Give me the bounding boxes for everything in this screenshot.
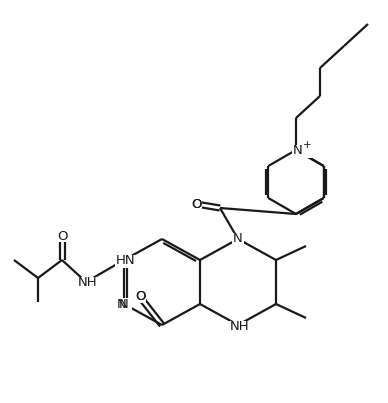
Bar [134,291,146,303]
Text: N: N [233,233,243,245]
Bar [116,298,132,310]
Bar [115,299,129,311]
Text: N: N [117,299,127,312]
Bar [190,198,202,210]
Text: HN: HN [116,255,136,268]
Text: O: O [191,197,201,210]
Text: NH: NH [230,320,250,334]
Text: O: O [135,291,145,303]
Text: +: + [303,140,311,150]
Bar [56,230,68,242]
Text: O: O [191,197,201,210]
Bar [134,291,146,303]
Bar [115,255,137,268]
Text: O: O [57,229,67,243]
Bar [77,276,99,289]
Bar [292,145,312,158]
Bar [232,233,244,245]
Bar [190,198,202,210]
Text: N: N [119,297,129,310]
Text: NH: NH [78,276,98,289]
Text: O: O [135,291,145,303]
Bar [229,320,251,334]
Text: N: N [293,145,303,158]
